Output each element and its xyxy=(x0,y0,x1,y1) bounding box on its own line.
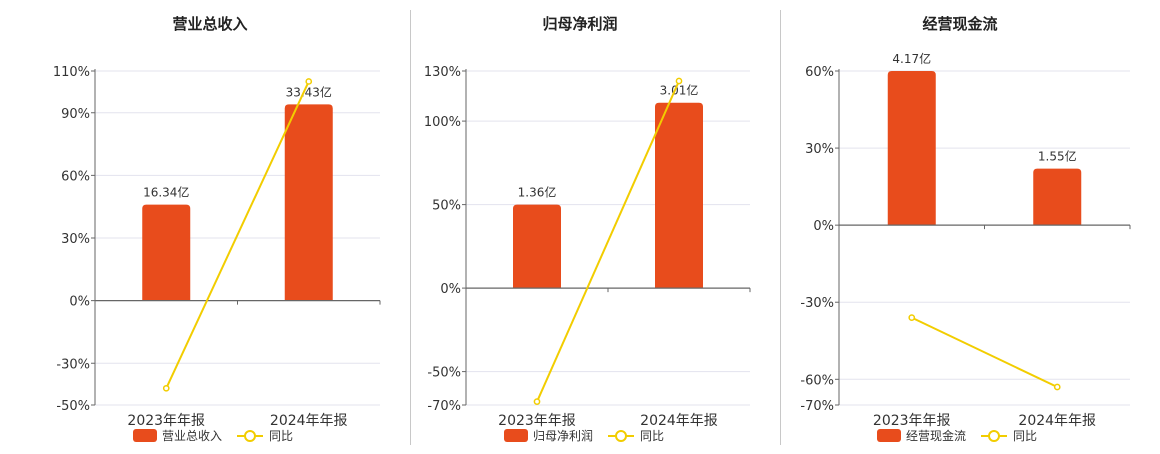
bar-2024年年报 xyxy=(655,102,703,289)
bar-2023年年报 xyxy=(513,204,561,289)
legend-line-label: 同比 xyxy=(640,429,664,443)
y-tick-label: 0% xyxy=(440,282,461,297)
y-tick-label: -50% xyxy=(56,399,90,414)
bar-data-label: 3.01亿 xyxy=(660,83,699,98)
bar-data-label: 4.17亿 xyxy=(892,51,931,66)
chart-panel-2: 归母净利润 -70% -50% 0% 50% 100% 130% 1.36亿 3.01亿 2023… xyxy=(424,15,751,443)
bar-2024年年报 xyxy=(284,104,333,301)
y-tick-label: 130% xyxy=(424,65,461,80)
x-category-label: 2023年年报 xyxy=(873,413,951,429)
bar-2024年年报 xyxy=(1033,168,1082,226)
chart-panel-1: 营业总收入 -50% -30% 0% 30% 60% 90% 110% 16.34亿 33.43亿… xyxy=(53,15,381,443)
bar-data-label: 1.36亿 xyxy=(518,185,557,200)
y-tick-label: 50% xyxy=(432,199,461,214)
y-tick-label: 90% xyxy=(61,107,90,122)
x-category-label: 2023年年报 xyxy=(498,413,576,429)
legend-line-marker xyxy=(988,430,1000,442)
legend-bar-label: 营业总收入 xyxy=(162,429,222,443)
x-category-label: 2024年年报 xyxy=(270,413,348,429)
y-tick-label: 60% xyxy=(61,169,90,184)
yoy-point xyxy=(305,78,313,85)
legend-bar-swatch xyxy=(133,429,157,442)
legend-line-marker xyxy=(615,430,627,442)
chart-panel-3: 经营现金流 -70% -60% -30% 0% 30% 60% 4.17亿 1.55亿 2023年… xyxy=(800,15,1131,443)
y-tick-label: -30% xyxy=(56,357,90,372)
yoy-line xyxy=(911,316,1058,388)
legend-line-label: 同比 xyxy=(269,429,293,443)
chart-title: 经营现金流 xyxy=(922,15,997,33)
y-tick-label: -50% xyxy=(427,366,461,381)
yoy-point xyxy=(533,398,541,406)
chart-title: 归母净利润 xyxy=(542,15,617,33)
yoy-point xyxy=(908,314,916,321)
y-tick-label: 0% xyxy=(813,219,834,234)
y-tick-label: 110% xyxy=(53,65,90,80)
legend-bar-label: 归母净利润 xyxy=(533,429,593,443)
y-tick-label: 30% xyxy=(805,142,834,157)
yoy-point xyxy=(675,77,683,85)
x-category-label: 2023年年报 xyxy=(127,413,205,429)
legend-bar-label: 经营现金流 xyxy=(906,428,966,443)
y-tick-label: 0% xyxy=(69,295,90,310)
y-tick-label: 100% xyxy=(424,115,461,130)
y-tick-label: -70% xyxy=(427,399,461,414)
legend-bar-swatch xyxy=(877,429,901,442)
yoy-point xyxy=(1053,383,1061,391)
y-tick-label: -70% xyxy=(800,399,834,414)
chart-title: 营业总收入 xyxy=(172,15,247,33)
yoy-line xyxy=(165,81,310,389)
panel-divider xyxy=(780,10,781,445)
bar-data-label: 33.43亿 xyxy=(286,84,332,99)
y-tick-label: -60% xyxy=(800,373,834,388)
legend-bar-swatch xyxy=(504,429,528,442)
x-category-label: 2024年年报 xyxy=(640,413,718,429)
bar-data-label: 1.55亿 xyxy=(1038,149,1077,164)
panel-divider xyxy=(410,10,411,445)
legend-line-label: 同比 xyxy=(1013,429,1037,443)
yoy-point xyxy=(162,384,170,392)
bar-data-label: 16.34亿 xyxy=(143,185,189,200)
legend-line-marker xyxy=(244,430,256,442)
y-tick-label: 60% xyxy=(805,65,834,80)
y-tick-label: 30% xyxy=(61,232,90,247)
bar-2023年年报 xyxy=(142,204,191,301)
x-category-label: 2024年年报 xyxy=(1018,413,1096,429)
yoy-line xyxy=(536,80,680,403)
bar-2023年年报 xyxy=(887,71,936,226)
y-tick-label: -30% xyxy=(800,296,834,311)
